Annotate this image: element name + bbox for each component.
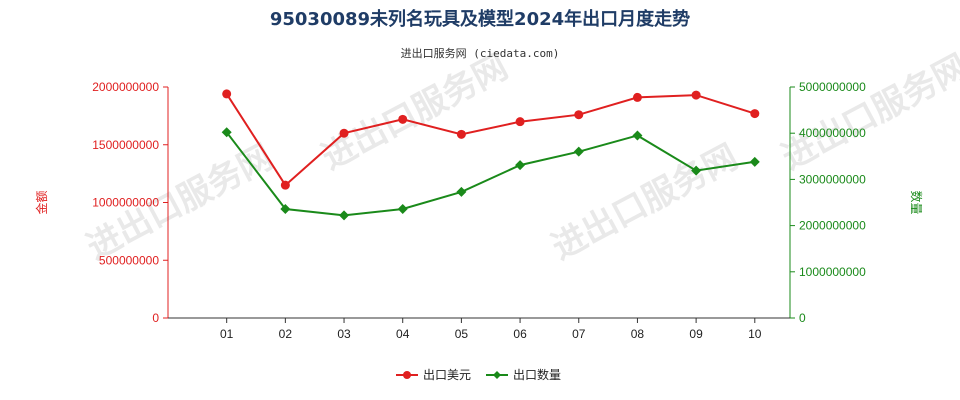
- legend-label: 出口美元: [423, 368, 471, 382]
- data-point[interactable]: [456, 186, 467, 197]
- y-left-tick-label: 500000000: [99, 253, 159, 267]
- x-tick-label: 09: [689, 327, 703, 341]
- series-2: [221, 127, 760, 221]
- data-point[interactable]: [515, 117, 525, 127]
- axes: [167, 87, 791, 319]
- watermark-text: 进出口服务网: [545, 137, 744, 268]
- y-axis-left-title: 金额: [34, 190, 49, 214]
- y-left-tick-label: 2000000000: [92, 80, 159, 94]
- x-tick-label: 06: [513, 327, 527, 341]
- y-left-tick-label: 0: [152, 311, 159, 325]
- x-tick-label: 04: [396, 327, 410, 341]
- y-right-tick-label: 0: [799, 311, 806, 325]
- data-point[interactable]: [397, 203, 408, 214]
- series-layer: [221, 89, 760, 221]
- data-point[interactable]: [574, 110, 584, 120]
- legend-marker: [493, 371, 501, 379]
- watermark-text: 进出口服务网: [775, 47, 960, 178]
- x-tick-label: 08: [631, 327, 645, 341]
- chart-subtitle: 进出口服务网 (ciedata.com): [401, 46, 560, 60]
- data-point[interactable]: [339, 210, 350, 221]
- tick-labels: 0 500000000 1000000000 1500000000 2000000000…: [92, 80, 866, 341]
- data-point[interactable]: [691, 90, 701, 100]
- x-tick-label: 07: [572, 327, 586, 341]
- data-point[interactable]: [632, 130, 643, 141]
- y-right-tick-label: 2000000000: [799, 219, 866, 233]
- x-tick-label: 10: [748, 327, 762, 341]
- y-right-tick-label: 1000000000: [799, 265, 866, 279]
- legend-marker: [403, 371, 411, 379]
- series-1: [222, 89, 760, 190]
- series-line: [225, 93, 756, 187]
- legend-label: 出口数量: [513, 367, 561, 382]
- x-tick-label: 03: [337, 327, 351, 341]
- watermark-text: 进出口服务网: [315, 47, 514, 178]
- y-right-tick-label: 3000000000: [799, 172, 866, 186]
- y-axis-right-title: 数量: [909, 190, 924, 214]
- y-left-tick-label: 1000000000: [92, 196, 159, 210]
- data-point[interactable]: [573, 146, 584, 157]
- data-point[interactable]: [749, 156, 760, 167]
- y-left-tick-label: 1500000000: [92, 138, 159, 152]
- data-point[interactable]: [339, 128, 349, 138]
- legend[interactable]: 出口美元 出口数量: [396, 367, 561, 382]
- chart-title: 95030089未列名玩具及模型2024年出口月度走势: [270, 8, 690, 30]
- y-right-tick-label: 4000000000: [799, 126, 866, 140]
- data-point[interactable]: [632, 92, 642, 102]
- data-point[interactable]: [750, 109, 760, 119]
- x-tick-label: 02: [279, 327, 293, 341]
- data-point[interactable]: [691, 165, 702, 176]
- data-point[interactable]: [398, 114, 408, 124]
- data-point[interactable]: [456, 129, 466, 139]
- data-point[interactable]: [222, 89, 232, 99]
- data-point[interactable]: [221, 127, 232, 138]
- legend-item[interactable]: 出口数量: [486, 367, 561, 382]
- legend-item[interactable]: 出口美元: [396, 368, 471, 382]
- x-tick-label: 01: [220, 327, 234, 341]
- data-point[interactable]: [280, 180, 290, 190]
- series-line: [225, 131, 755, 217]
- x-tick-label: 05: [455, 327, 469, 341]
- y-right-tick-label: 5000000000: [799, 80, 866, 94]
- data-point[interactable]: [280, 203, 291, 214]
- data-point[interactable]: [515, 160, 526, 171]
